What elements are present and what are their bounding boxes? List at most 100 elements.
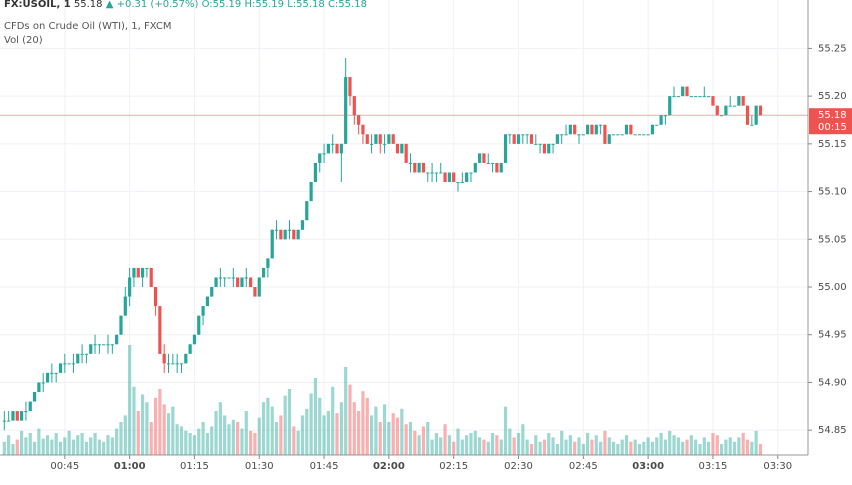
candle-body [702, 96, 706, 98]
volume-bar [201, 422, 205, 455]
symbol: FX:USOIL, 1 [4, 0, 71, 10]
candle-body [369, 143, 374, 145]
candle-body [737, 96, 741, 106]
volume-bar [128, 345, 132, 455]
candle-body [478, 153, 482, 163]
volume-bar [274, 422, 279, 455]
volume-bar [335, 413, 339, 455]
x-tick-label: 03:30 [763, 461, 792, 472]
volume-bar [707, 441, 711, 455]
volume-bar [15, 439, 19, 455]
candle-body [244, 277, 248, 279]
x-tick-label: 03:00 [632, 461, 664, 472]
volume-bar [668, 430, 672, 455]
candle-body [503, 134, 508, 163]
volume-bar [568, 435, 572, 455]
volume-bar [586, 433, 590, 455]
volume-bar [590, 439, 594, 455]
volume-bar [581, 444, 585, 455]
candle-body [426, 172, 430, 174]
candle-body [89, 344, 93, 354]
candle-body [313, 162, 318, 183]
candle-body [331, 143, 335, 145]
volume-bar [89, 437, 93, 455]
volume-bar [361, 391, 365, 455]
candle-body [128, 277, 132, 297]
candle-body [659, 115, 663, 125]
y-tick-label: 55.10 [818, 187, 847, 198]
y-tick-label: 55.15 [818, 139, 847, 150]
candle-body [408, 162, 413, 164]
candle-body [395, 143, 400, 154]
y-tick-label: 55.05 [818, 234, 847, 245]
candle-body [76, 353, 80, 364]
volume-bar [529, 444, 534, 455]
volume-bar [41, 438, 45, 455]
candle-body [387, 134, 391, 144]
candle-body [611, 134, 616, 136]
candle-body [67, 363, 71, 365]
volume-bar [93, 433, 97, 455]
candle-body [287, 229, 292, 231]
candle-body [607, 134, 611, 144]
candle-body [521, 134, 525, 136]
volume-bar [149, 422, 153, 455]
volume-bar [594, 435, 598, 455]
volume-bar [676, 437, 680, 455]
candle-body [413, 162, 417, 173]
volume-bar [387, 422, 391, 455]
volume-bar [197, 428, 201, 455]
volume-bar [663, 439, 668, 455]
candle-body [637, 134, 642, 136]
volume-bar [296, 430, 300, 455]
volume-bar [430, 439, 434, 455]
candle-body [153, 287, 158, 307]
candle-body [24, 411, 28, 413]
volume-bar [633, 439, 637, 455]
candle-body [417, 162, 421, 173]
candle-body [236, 277, 240, 288]
candle-body [50, 372, 54, 374]
candle-body [63, 363, 67, 365]
volume-bar [659, 433, 663, 455]
candle-body [655, 124, 659, 126]
candle-body [555, 134, 559, 144]
volume-bar [184, 430, 188, 455]
candle-body [205, 296, 210, 307]
volume-bar [646, 437, 650, 455]
volume-bar [136, 411, 140, 455]
candle-body [465, 172, 469, 183]
candle-body [270, 229, 274, 259]
countdown-label: 00:15 [818, 122, 847, 133]
volume-bar [525, 439, 529, 455]
volume-bar [28, 433, 32, 455]
volume-bar [253, 433, 257, 455]
volume-bar [283, 395, 287, 455]
candle-body [2, 420, 6, 422]
candle-body [58, 363, 63, 373]
candle-body [171, 363, 175, 365]
candle-body [542, 143, 547, 154]
volume-bar [534, 435, 538, 455]
volume-bar [179, 426, 184, 455]
x-tick-label: 03:15 [699, 461, 728, 472]
candle-body [37, 382, 41, 393]
volume-bar [758, 444, 763, 455]
candle-body [352, 96, 356, 116]
volume-bar [452, 441, 456, 455]
volume-bar [465, 435, 469, 455]
volume-bar [110, 437, 114, 455]
candle-body [292, 229, 296, 240]
candle-body [646, 134, 650, 136]
volume-bar [745, 439, 750, 455]
volume-bar [188, 433, 192, 455]
candle-body [447, 172, 451, 183]
volume-bar [300, 415, 305, 455]
candle-body [309, 182, 313, 202]
volume-bar [611, 441, 616, 455]
volume-bar [322, 415, 326, 455]
volume-bar [257, 417, 261, 455]
candle-body [668, 96, 672, 116]
volume-bar [650, 441, 655, 455]
